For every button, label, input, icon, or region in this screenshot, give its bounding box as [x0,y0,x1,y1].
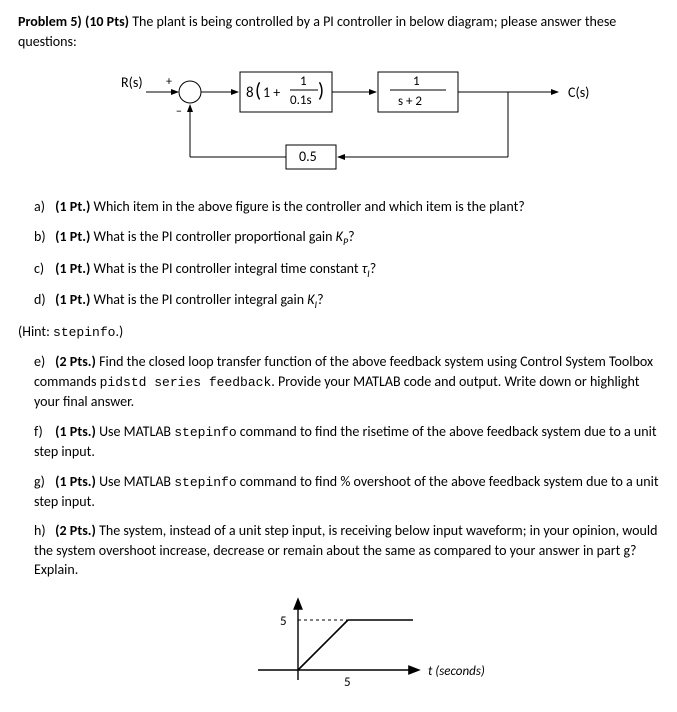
sum-plus: + [166,75,172,89]
svg-text:1: 1 [413,74,420,89]
question-c: c) (1 Pt.) What is the PI controller int… [34,259,659,281]
feedback-gain-text: 0.5 [299,148,317,165]
question-e: e) (2 Pts.) Find the closed loop transfe… [34,352,659,411]
svg-text:): ) [318,79,324,103]
question-b: b) (1 Pt.) What is the PI controller pro… [34,227,659,249]
question-g: g) (1 Pts.) Use MATLAB stepinfo command … [34,472,659,512]
block-diagram: R(s) + − 8 ( 1 + 1 0.1s ) 1 s + 2 C(s) [18,57,659,187]
g-code: stepinfo [174,475,236,490]
question-a: a) (1 Pt.) Which item in the above figur… [34,197,659,217]
question-d: d) (1 Pt.) What is the PI controller int… [34,290,659,312]
svg-text:s + 2: s + 2 [398,94,422,109]
problem-header: Problem 5) (10 Pts) [18,13,132,30]
question-f: f) (1 Pts.) Use MATLAB stepinfo command … [34,422,659,462]
output-label: C(s) [568,84,589,101]
y-tick-label: 5 [280,614,287,629]
svg-text:8: 8 [246,84,254,102]
question-h: h) (2 Pts.) The system, instead of a uni… [34,521,659,580]
x-tick-label: 5 [344,675,351,690]
svg-text:1 +: 1 + [263,84,280,101]
hint-code: stepinfo [53,325,115,340]
input-label: R(s) [121,74,143,91]
sum-minus: − [176,105,182,119]
svg-text:0.1s: 0.1s [290,93,312,108]
problem-title: Problem 5) (10 Pts) The plant is being c… [18,12,659,51]
summing-junction [179,81,201,103]
x-axis-label: t (seconds) [428,664,485,679]
input-waveform: 5 5 t (seconds) [18,590,659,700]
e-codes: pidstd series feedback [100,375,272,390]
svg-text:(: ( [255,79,261,103]
svg-text:1: 1 [300,74,307,89]
hint: (Hint: stepinfo.) [18,322,659,342]
f-code: stepinfo [174,425,236,440]
ramp-segment [298,620,348,670]
